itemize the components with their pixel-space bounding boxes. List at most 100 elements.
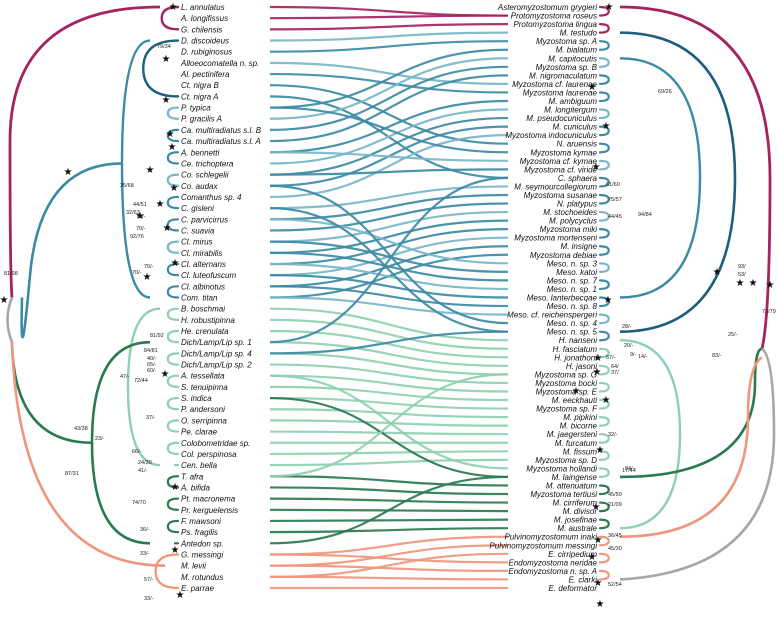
- host-label-c-gisleni: C. gisleni: [181, 204, 214, 213]
- parasite-label-myzostoma-sp-f: Myzostoma sp. F: [536, 405, 598, 414]
- node-star: ★: [170, 183, 179, 194]
- parasite-label-endomyzostoma-neridae: Endomyzostoma neridae: [509, 558, 598, 567]
- host-support-value: 70/-: [136, 214, 146, 220]
- link-he-crenulata-to-h-jonathoni: [269, 329, 509, 359]
- link-pe-clarae-to-m-jaegersteni: [269, 430, 509, 436]
- host-support-value: 33/-: [140, 551, 150, 557]
- link-h-robustipinna-to-h-fasciatum: [269, 318, 509, 350]
- parasite-label-pulvinomyzostomum-inaki: Pulvinomyzostomum inaki: [505, 533, 598, 542]
- parasite-branch: [598, 433, 610, 444]
- parasite-label-m-bialatum: M. bialatum: [556, 46, 598, 55]
- parasite-label-meso-n-sp-3: Meso. n. sp. 3: [547, 259, 598, 268]
- parasite-label-m-jaegersteni: M. jaegersteni: [547, 430, 597, 439]
- parasite-support-value: 53/: [738, 272, 746, 278]
- node-star: ★: [162, 95, 171, 106]
- parasite-label-myzostoma-kymae: Myzostoma kymae: [530, 148, 597, 157]
- parasite-label-m-ambiguum: M. ambiguum: [549, 97, 598, 106]
- node-star: ★: [146, 165, 155, 176]
- parasite-label-m-laingense: M. laingense: [552, 473, 598, 482]
- parasite-label-h-jonathoni: H. jonathoni: [554, 353, 597, 362]
- parasite-branch: [598, 450, 610, 461]
- parasite-branch: [598, 467, 610, 479]
- link-g-messingi-to-pulvinomyzostomum-inaki: [269, 535, 509, 556]
- node-star: ★: [168, 142, 177, 153]
- parasite-label-myzostoma-sp-e: Myzostoma sp. E: [536, 387, 598, 396]
- host-branch-blue-deep: [120, 39, 151, 299]
- link-t-afra-to-myzostoma-sp-g: [269, 373, 509, 478]
- node-star: ★: [592, 162, 601, 173]
- host-support-value: 70/-: [144, 264, 154, 270]
- parasite-support-value: 84/-: [625, 466, 635, 472]
- parasite-label-m-capitocutis: M. capitocutis: [548, 54, 597, 63]
- parasite-support-value: 9/-: [630, 352, 637, 358]
- parasite-branch-blue-mid: [619, 57, 702, 299]
- link-a-bifida-to-myzostoma-tertiusi: [269, 486, 509, 496]
- parasite-label-m-seymourcollegiorum: M. seymourcollegiorum: [514, 182, 597, 191]
- parasite-branch: [598, 5, 610, 17]
- parasite-support-value: 57/-: [606, 355, 616, 361]
- host-label-ca-multiradiatus-s-l-a: Ca. multiradiatus s.l. A: [181, 137, 261, 146]
- link-p-gracilis-a-to-m-capitocutis: [269, 57, 509, 120]
- host-label-d-discoideus: D. discoideus: [181, 37, 229, 46]
- link-a-tessellata-to-myzostoma-sp-e: [269, 374, 509, 393]
- host-support-value: 92/76: [130, 234, 144, 240]
- parasite-label-m-cirriferum: M. cirriferum: [553, 499, 598, 508]
- node-star: ★: [171, 482, 180, 493]
- host-support-value: 33/-: [144, 596, 154, 602]
- parasite-label-m-furcatum: M. furcatum: [555, 439, 598, 448]
- link-alloeocomatella-n-sp-to-myzostoma-cf-laurenae: [269, 61, 509, 85]
- host-label-a-tessellata: A. tessellata: [180, 372, 225, 381]
- host-branch-light-green: [166, 419, 180, 433]
- parasite-branch: [598, 91, 610, 103]
- parasite-label-h-nanseni: H. nanseni: [559, 336, 597, 345]
- parasite-branch: [598, 296, 610, 308]
- parasite-label-e-deformator: E. deformator: [549, 584, 598, 593]
- parasite-support-value: 44/45: [608, 214, 622, 220]
- parasite-label-asteromyzostomum-grygieri: Asteromyzostomum grygieri: [497, 3, 597, 12]
- host-label-s-indica: S. indica: [181, 394, 212, 403]
- parasite-label-m-fissum: M. fissum: [563, 447, 598, 456]
- host-label-g-chilensis: G. chilensis: [181, 25, 222, 34]
- parasite-label-myzostoma-laurenae: Myzostoma laurenae: [523, 88, 598, 97]
- parasite-label-meso-lanterbecqae: Meso. lanterbecqae: [527, 294, 598, 303]
- node-star: ★: [0, 295, 9, 306]
- parasite-branch: [598, 381, 610, 393]
- host-branch-light-green: [166, 396, 180, 411]
- host-branch-blue-root: [20, 162, 123, 339]
- host-support-value: 32/63: [126, 210, 140, 216]
- parasite-label-h-fasciatum: H. fasciatum: [553, 345, 598, 354]
- host-label-cl-luteofuscum: Cl. luteofuscum: [181, 271, 236, 280]
- parasite-branch: [598, 398, 610, 410]
- node-star: ★: [588, 552, 597, 563]
- host-label-e-parrae: E. parrae: [181, 584, 214, 593]
- node-star: ★: [596, 445, 605, 456]
- host-label-cl-alternans: Cl. alternans: [181, 260, 226, 269]
- host-label-cen-bella: Cen. bella: [181, 461, 218, 470]
- parasite-branch-blue-root: [619, 31, 737, 333]
- host-label-a-bifida: A. bifida: [180, 483, 210, 492]
- parasite-label-e-clarki: E. clarki: [569, 575, 598, 584]
- host-support-value: 60/-: [147, 368, 157, 374]
- node-stars: ★ ★ ★ ★ ★ ★ ★ ★ ★ ★ ★ ★ ★ ★ ★ ★ ★ ★ ★ ★ ★ ★ ★ ★ ★ ★ ★ ★ ★ ★ ★ ★ ★ ★ ★ ★ ★: [0, 2, 775, 610]
- parasite-support-value: 17/44: [622, 468, 636, 474]
- node-star: ★: [143, 272, 152, 283]
- host-label-m-levii: M. levii: [181, 562, 206, 571]
- node-star: ★: [594, 578, 603, 589]
- parasite-label-m-stochoeides: M. stochoeides: [543, 208, 597, 217]
- host-branch-light-green: [166, 374, 180, 388]
- parasite-branch: [598, 552, 610, 564]
- host-branch-blue: [166, 106, 180, 120]
- node-star: ★: [162, 54, 171, 65]
- parasite-support-value: 69/26: [658, 89, 672, 95]
- parasite-label-myzostoma-debiae: Myzostoma debiae: [530, 251, 598, 260]
- host-branch-dark-green: [166, 519, 180, 534]
- link-com-titan-to-meso-cf-reichenspergeri: [269, 296, 509, 316]
- host-label-comanthus-sp-4: Comanthus sp. 4: [181, 193, 242, 202]
- link-c-parvicirrus-to-myzostoma-susanae: [269, 193, 509, 221]
- host-label-c-suavia: C. suavia: [181, 226, 215, 235]
- host-label-ct-nigra-a: Ct. nigra A: [181, 92, 219, 101]
- parasite-branch: [598, 22, 610, 34]
- link-cl-luteofuscum-to-meso-lanterbecqae: [269, 274, 509, 299]
- parasite-label-m-longitergum: M. longitergum: [544, 106, 597, 115]
- parasite-branch: [598, 484, 610, 496]
